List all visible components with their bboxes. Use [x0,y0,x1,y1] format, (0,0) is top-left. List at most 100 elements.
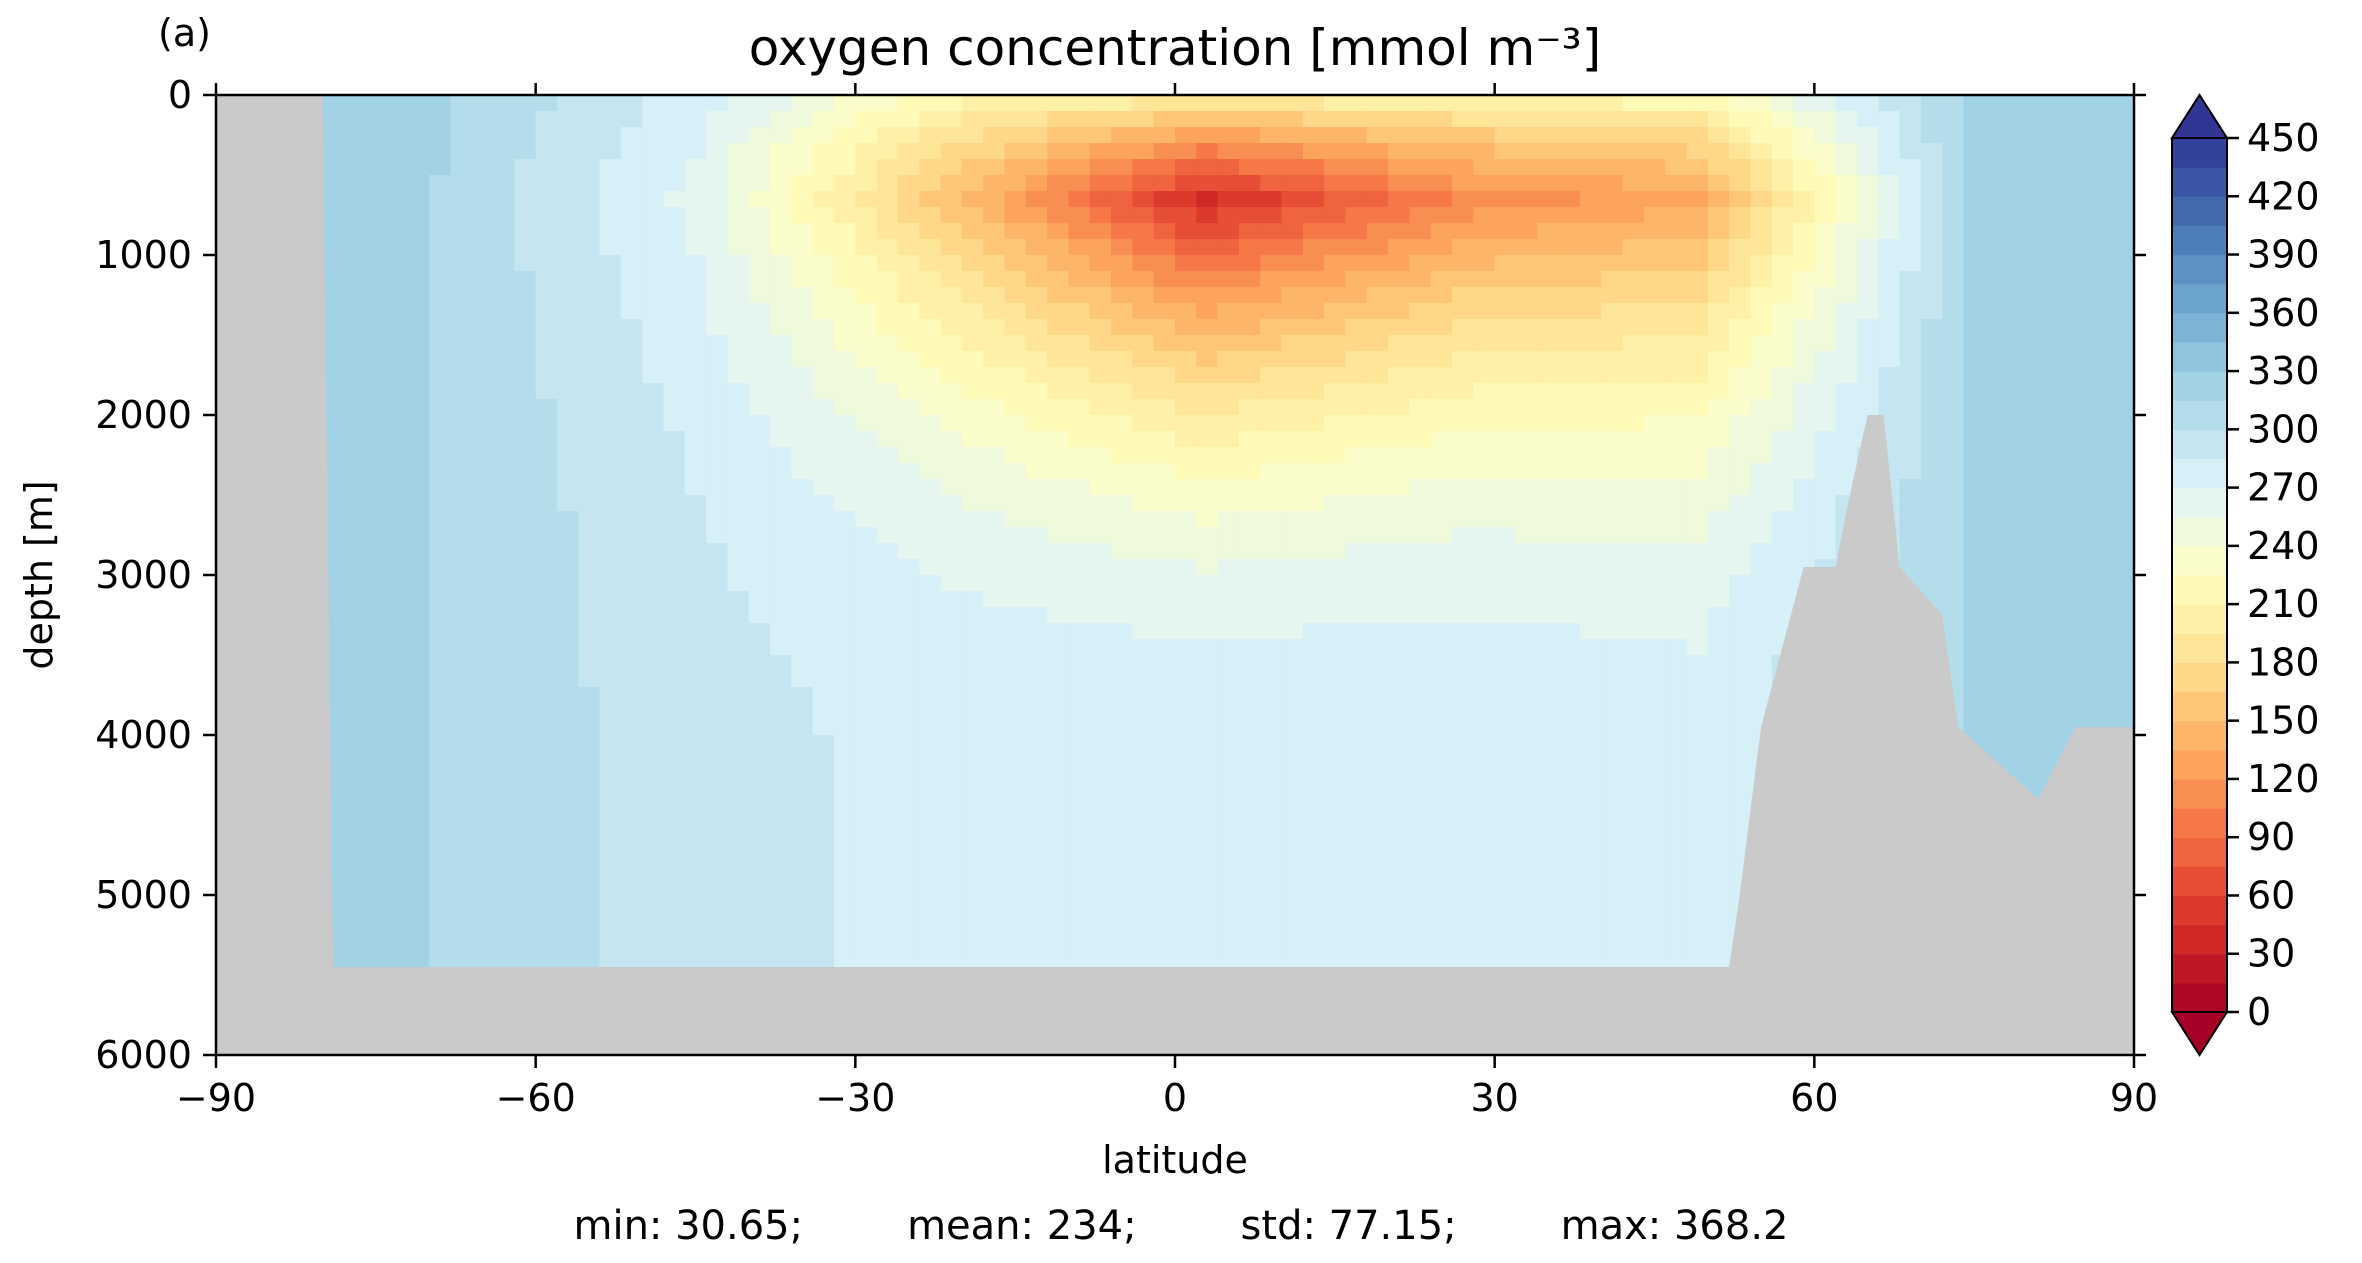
field-cell [1473,751,1496,768]
field-cell [386,447,409,464]
field-cell [556,351,579,368]
field-cell [1856,351,1879,368]
field-cell [1473,767,1496,784]
field-cell [1430,815,1453,832]
field-cell [535,159,558,176]
field-cell [1260,751,1283,768]
field-cell [322,351,345,368]
field-cell [642,223,665,240]
field-cell [983,111,1006,128]
field-cell [1665,479,1688,496]
field-cell [1579,447,1602,464]
field-cell [1217,175,1240,192]
field-cell [1281,431,1304,448]
field-cell [961,815,984,832]
field-cell [514,703,537,720]
field-cell [1515,623,1538,640]
field-cell [1345,527,1368,544]
field-cell [727,367,750,384]
field-cell [1324,111,1347,128]
field-cell [1686,559,1709,576]
field-cell [684,367,707,384]
field-cell [642,559,665,576]
field-cell [770,95,792,112]
field-cell [642,191,665,208]
field-cell [1558,559,1581,576]
field-cell [855,767,878,784]
field-cell [471,799,494,816]
field-cell [1175,687,1197,704]
field-cell [386,687,409,704]
field-cell [1601,863,1624,880]
field-cell [1707,895,1730,912]
field-cell [1729,335,1751,352]
field-cell [1004,751,1027,768]
field-cell [1814,207,1837,224]
field-cell [1409,239,1432,256]
field-cell [961,703,984,720]
field-cell [1238,207,1261,224]
field-cell [1089,271,1112,288]
field-cell [365,559,388,576]
field-cell [1281,543,1304,560]
field-cell [535,767,558,784]
field-cell [493,175,515,192]
field-cell [1068,543,1091,560]
field-cell [1068,911,1091,928]
field-cell [1302,207,1325,224]
field-cell [663,671,686,688]
field-cell [642,431,665,448]
field-cell [1175,447,1197,464]
field-cell [386,143,409,160]
field-cell [493,319,515,336]
field-cell [1643,815,1666,832]
field-cell [855,303,878,320]
field-cell [514,143,537,160]
field-cell [919,783,942,800]
field-cell [727,463,750,480]
field-cell [1153,911,1176,928]
field-cell [1366,415,1389,432]
field-cell [1622,575,1645,592]
field-cell [770,335,792,352]
field-cell [1430,207,1453,224]
field-cell [1047,719,1070,736]
field-cell [1430,271,1453,288]
field-cell [855,783,878,800]
field-cell [1238,223,1261,240]
field-cell [365,735,388,752]
field-cell [855,671,878,688]
field-cell [983,735,1006,752]
field-cell [1835,143,1858,160]
field-cell [1196,335,1219,352]
field-cell [1963,95,1986,112]
field-cell [1452,735,1474,752]
field-cell [1643,511,1666,528]
field-cell [897,479,920,496]
field-cell [493,607,515,624]
field-cell [684,127,707,144]
field-cell [684,863,707,880]
field-cell [1068,303,1091,320]
field-cell [1601,367,1624,384]
field-cell [897,239,920,256]
field-cell [1984,143,2007,160]
field-cell [1089,671,1112,688]
field-cell [1814,335,1837,352]
field-cell [1920,575,1943,592]
field-cell [876,383,899,400]
field-cell [748,239,771,256]
field-cell [1835,287,1858,304]
field-cell [1814,255,1837,272]
field-cell [1089,111,1112,128]
field-cell [1452,767,1474,784]
field-cell [1452,239,1474,256]
field-cell [322,335,345,352]
field-cell [1878,255,1901,272]
field-cell [961,623,984,640]
field-cell [1217,495,1240,512]
field-cell [727,671,750,688]
field-cell [1601,719,1624,736]
field-cell [450,655,473,672]
field-cell [919,143,942,160]
